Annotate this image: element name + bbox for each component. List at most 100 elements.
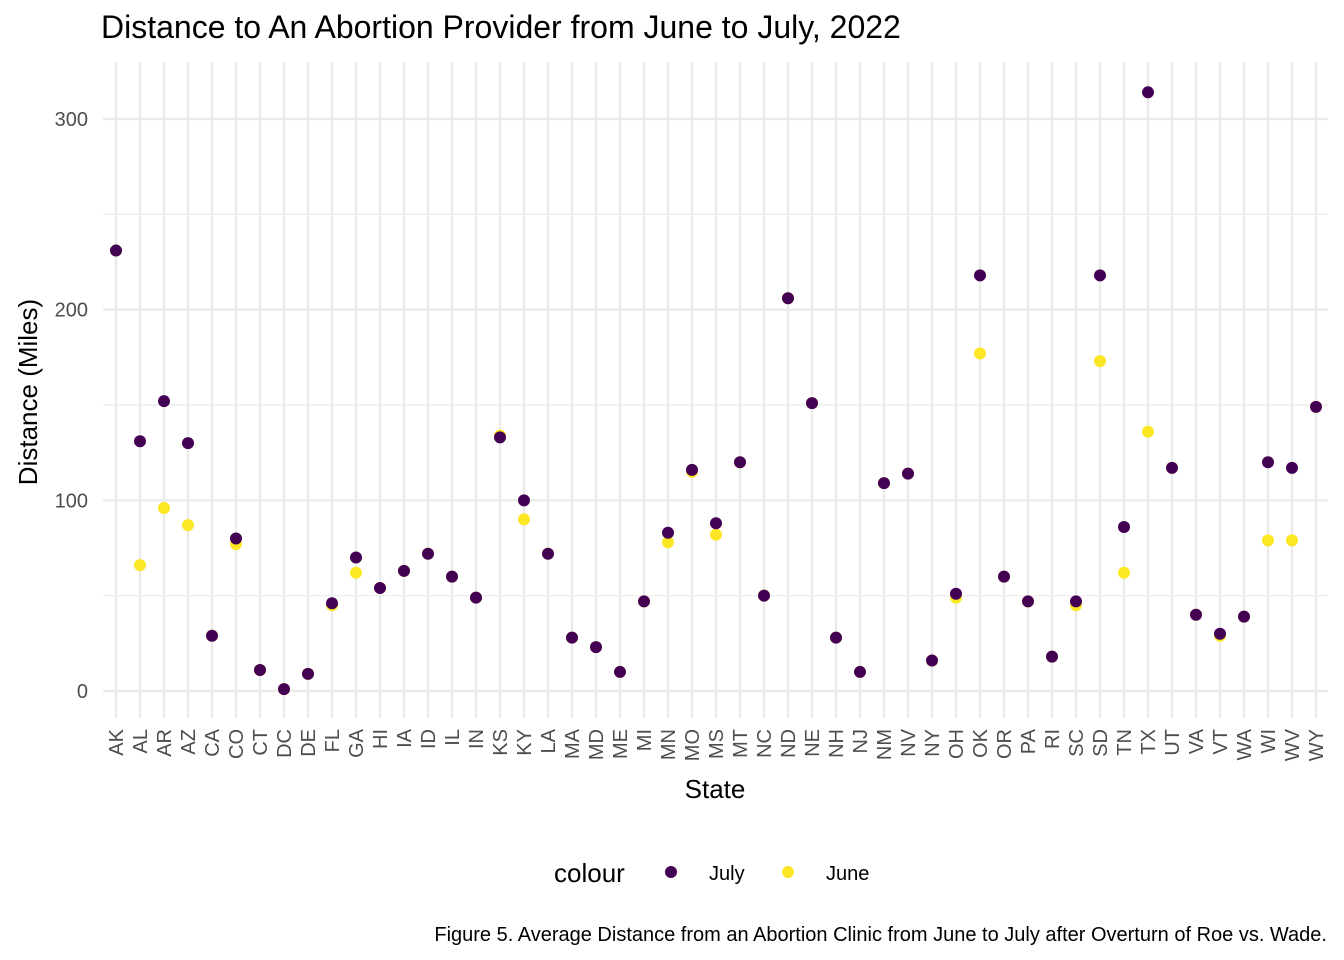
x-tick-label: FL <box>322 729 344 752</box>
x-tick-label: OH <box>946 729 968 759</box>
point-june <box>710 528 722 541</box>
x-tick-label: NE <box>802 729 824 757</box>
point-july <box>758 589 770 602</box>
point-july <box>326 597 338 610</box>
x-tick-label: RI <box>1042 729 1064 749</box>
legend-key-june <box>782 866 794 878</box>
x-tick-label: MA <box>562 728 584 759</box>
point-june <box>158 501 170 514</box>
x-tick-label: NH <box>826 729 848 758</box>
y-axis-title: Distance (Miles) <box>13 299 43 485</box>
x-tick-label: TX <box>1138 729 1160 755</box>
chart-title: Distance to An Abortion Provider from Ju… <box>101 9 901 45</box>
point-july <box>662 526 674 539</box>
x-tick-label: IA <box>394 728 416 748</box>
x-tick-label: WI <box>1258 729 1280 753</box>
legend: colour July June <box>554 858 869 888</box>
x-tick-label: VA <box>1186 728 1208 754</box>
figure-caption: Figure 5. Average Distance from an Abort… <box>434 924 1327 946</box>
point-july <box>1022 595 1034 608</box>
point-july <box>230 532 242 545</box>
point-july <box>1214 627 1226 640</box>
point-july <box>350 551 362 564</box>
x-tick-label: UT <box>1162 729 1184 756</box>
x-tick-label: WY <box>1306 729 1328 761</box>
point-july <box>134 435 146 448</box>
x-tick-label: NM <box>874 729 896 760</box>
point-july <box>926 654 938 667</box>
data-points <box>110 86 1322 696</box>
x-tick-label: HI <box>370 729 392 749</box>
x-tick-label: ID <box>418 729 440 749</box>
point-july <box>734 456 746 469</box>
point-july <box>542 547 554 560</box>
x-tick-label: MO <box>682 729 704 761</box>
point-july <box>950 587 962 600</box>
point-july <box>182 437 194 450</box>
x-tick-label: TN <box>1114 729 1136 756</box>
legend-title: colour <box>554 858 625 888</box>
point-july <box>1118 521 1130 534</box>
x-tick-label: ND <box>778 729 800 758</box>
point-june <box>1262 534 1274 547</box>
x-tick-label: CT <box>250 729 272 756</box>
point-july <box>1262 456 1274 469</box>
x-tick-label: OR <box>994 729 1016 759</box>
point-july <box>1166 461 1178 474</box>
point-june <box>134 559 146 572</box>
point-july <box>110 244 122 257</box>
x-axis-title: State <box>685 774 746 804</box>
x-tick-label: MN <box>658 729 680 760</box>
point-june <box>974 347 986 360</box>
x-tick-label: NC <box>754 729 776 758</box>
point-july <box>374 582 386 595</box>
y-tick-label: 100 <box>55 490 88 512</box>
point-july <box>614 665 626 678</box>
x-tick-label: IN <box>466 729 488 749</box>
point-july <box>254 664 266 677</box>
x-tick-label: SC <box>1066 729 1088 757</box>
x-tick-label: NV <box>898 728 920 756</box>
point-june <box>518 513 530 526</box>
point-july <box>302 667 314 680</box>
x-tick-label: MS <box>706 729 728 759</box>
x-tick-label: NJ <box>850 729 872 753</box>
y-tick-label: 200 <box>55 300 88 322</box>
x-tick-label: WA <box>1234 728 1256 760</box>
point-june <box>1142 425 1154 438</box>
legend-label-june: June <box>826 863 869 885</box>
y-tick-labels: 0 100 200 300 <box>55 109 88 703</box>
x-tick-labels: AK AL AR AZ CA CO CT DC DE FL GA HI IA ID IL IN KS KY LA MA… <box>106 728 1328 761</box>
x-tick-label: KS <box>490 729 512 756</box>
x-tick-label: AL <box>130 729 152 753</box>
point-july <box>158 395 170 408</box>
x-tick-label: AK <box>106 728 128 755</box>
point-july <box>782 292 794 305</box>
point-july <box>710 517 722 530</box>
x-tick-label: CA <box>202 728 224 756</box>
point-july <box>974 269 986 282</box>
point-july <box>278 683 290 696</box>
x-tick-label: ME <box>610 729 632 759</box>
point-july <box>470 591 482 604</box>
point-july <box>1190 608 1202 621</box>
point-july <box>494 431 506 444</box>
x-tick-label: SD <box>1090 729 1112 757</box>
point-july <box>1046 650 1058 663</box>
x-tick-label: PA <box>1018 728 1040 754</box>
point-july <box>446 570 458 583</box>
point-july <box>878 477 890 490</box>
legend-label-july: July <box>709 863 745 885</box>
point-july <box>1310 400 1322 413</box>
point-july <box>902 467 914 480</box>
point-july <box>1238 610 1250 623</box>
x-tick-label: MT <box>730 729 752 758</box>
point-july <box>422 547 434 560</box>
point-june <box>182 519 194 532</box>
x-tick-label: WV <box>1282 728 1304 761</box>
x-tick-label: GA <box>346 728 368 758</box>
point-july <box>590 641 602 654</box>
point-june <box>1118 566 1130 579</box>
point-july <box>1286 461 1298 474</box>
